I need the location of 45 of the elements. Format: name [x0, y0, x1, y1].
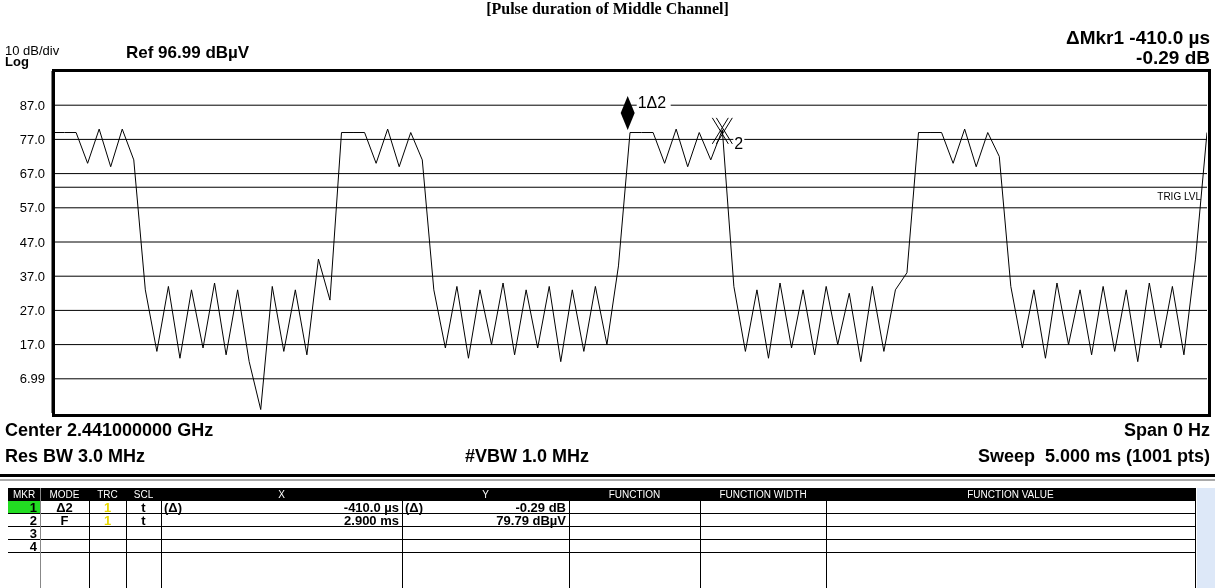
- y-tick-label: 17.0: [19, 337, 45, 353]
- text: 1: [102, 513, 113, 528]
- text: Span 0 Hz: [1123, 420, 1210, 440]
- annotation: 2: [734, 134, 744, 152]
- text: t: [140, 500, 147, 515]
- text: (Δ): [405, 500, 424, 515]
- text: TRC: [96, 488, 119, 501]
- text: FUNCTION WIDTH: [718, 488, 808, 501]
- text: -0.29 dB: [515, 500, 566, 515]
- text: 2.900 ms: [343, 513, 399, 528]
- y-tick-label: 77.0: [19, 132, 45, 148]
- y-tick-label: 6.99: [19, 371, 45, 387]
- y-tick-label: 27.0: [19, 303, 45, 319]
- text: FUNCTION VALUE: [966, 488, 1055, 501]
- text: Ref 96.99 dBµV: [126, 43, 250, 62]
- text: 1: [102, 500, 113, 515]
- y-tick-label: 47.0: [19, 234, 45, 250]
- y-tick-label: 67.0: [19, 166, 45, 182]
- text: Res BW 3.0 MHz: [5, 446, 146, 466]
- text: 4: [28, 539, 37, 554]
- text: 3: [28, 526, 37, 541]
- text: F: [59, 513, 70, 528]
- text: Sweep 5.000 ms (1001 pts): [977, 446, 1210, 466]
- ref-line-label: TRIG LVL: [1157, 191, 1202, 203]
- text: Y: [481, 488, 490, 501]
- y-tick-label: 87.0: [19, 97, 45, 113]
- text: MKR: [11, 488, 37, 501]
- text: (Δ): [164, 500, 183, 515]
- y-tick-label: 37.0: [19, 268, 45, 284]
- y-tick-label: 57.0: [19, 200, 45, 216]
- text: -0.29 dB: [1136, 47, 1210, 68]
- text: -410.0 µs: [343, 500, 399, 515]
- text: SCL: [132, 488, 155, 501]
- text: X: [277, 488, 286, 501]
- text: ΔMkr1 -410.0 µs: [1066, 27, 1210, 48]
- text: 79.79 dBµV: [495, 513, 566, 528]
- text: Center 2.441000000 GHz: [5, 420, 214, 440]
- text: t: [140, 513, 147, 528]
- chart-title: [Pulse duration of Middle Channel]: [485, 0, 730, 18]
- text: MODE: [48, 488, 81, 501]
- text: Δ2: [55, 500, 74, 515]
- text: 2: [28, 513, 37, 528]
- annotation: 1Δ2: [637, 94, 667, 112]
- text: #VBW 1.0 MHz: [465, 446, 590, 466]
- text: FUNCTION: [607, 488, 662, 501]
